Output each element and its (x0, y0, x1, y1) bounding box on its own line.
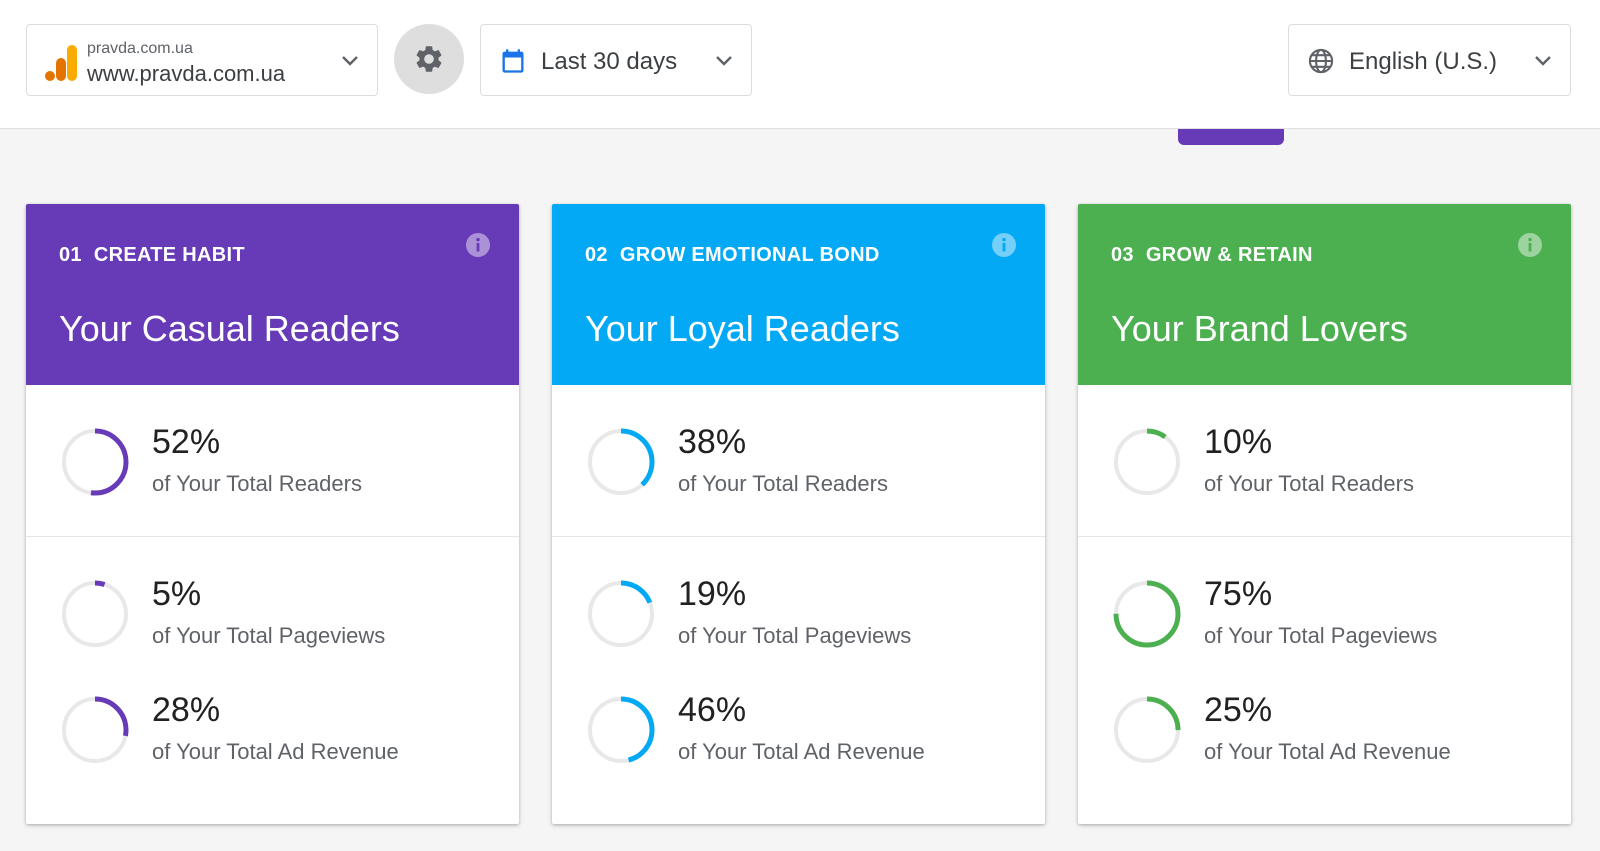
card-number: 02 (585, 244, 608, 266)
card-stage-label: GROW & RETAIN (1145, 244, 1313, 266)
metric-value: 38% (678, 423, 747, 461)
chevron-down-icon[interactable] (1534, 55, 1552, 67)
metric-readers: 52% of Your Total Readers (26, 385, 519, 537)
progress-ring-arc (61, 696, 129, 764)
card-number: 01 (59, 244, 82, 266)
info-icon[interactable] (991, 232, 1017, 258)
language-selector[interactable]: English (U.S.) (1288, 24, 1571, 96)
card-stage-label: CREATE HABIT (93, 244, 245, 266)
metric-label: of Your Total Ad Revenue (152, 739, 399, 764)
gear-icon (416, 46, 442, 72)
card-stage: 02 GROW EMOTIONAL BOND (585, 244, 880, 267)
card-header: 01 CREATE HABIT Your Casual Readers (26, 204, 519, 385)
info-icon[interactable] (465, 232, 491, 258)
card-header: 03 GROW & RETAIN Your Brand Lovers (1078, 204, 1571, 385)
progress-ring (1113, 580, 1181, 648)
date-range-selector[interactable]: Last 30 days (480, 24, 752, 96)
progress-ring-arc (587, 696, 655, 764)
chevron-down-icon[interactable] (715, 55, 733, 67)
metric-label: of Your Total Pageviews (1204, 623, 1438, 648)
card-loyal-readers: 02 GROW EMOTIONAL BOND Your Loyal Readers… (552, 204, 1045, 824)
metric-value: 19% (678, 575, 747, 613)
card-number: 03 (1111, 244, 1134, 266)
metric-readers: 38% of Your Total Readers (552, 385, 1045, 537)
property-domain-main: www.pravda.com.ua (87, 61, 286, 86)
metric-label: of Your Total Readers (1204, 471, 1414, 496)
metric-label: of Your Total Ad Revenue (1204, 739, 1451, 764)
progress-ring (587, 696, 655, 764)
card-title: Your Brand Lovers (1111, 308, 1408, 349)
progress-ring (587, 580, 655, 648)
card-stage-label: GROW EMOTIONAL BOND (619, 244, 880, 266)
progress-ring (61, 580, 129, 648)
progress-ring-arc (1113, 428, 1181, 496)
metric-value: 52% (152, 423, 221, 461)
card-title: Your Casual Readers (59, 308, 400, 349)
progress-ring (1113, 428, 1181, 496)
property-selector[interactable]: pravda.com.ua www.pravda.com.ua (26, 24, 378, 96)
metric-pageviews: 75% of Your Total Pageviews (1078, 537, 1571, 673)
progress-ring-track (1114, 429, 1180, 495)
metric-value: 25% (1204, 691, 1273, 729)
metric-label: of Your Total Ad Revenue (678, 739, 925, 764)
metric-value: 28% (152, 691, 221, 729)
metric-label: of Your Total Pageviews (678, 623, 912, 648)
info-icon[interactable] (1517, 232, 1543, 258)
top-bar: pravda.com.ua www.pravda.com.ua Last 30 … (0, 0, 1600, 129)
progress-ring-arc (61, 580, 129, 648)
analytics-logo-icon (45, 45, 77, 81)
property-domain-small: pravda.com.ua (87, 40, 193, 57)
settings-button[interactable] (394, 24, 464, 94)
language-label: English (U.S.) (1349, 48, 1498, 75)
progress-ring (587, 428, 655, 496)
progress-ring-arc (1113, 696, 1181, 764)
metric-ad-revenue: 46% of Your Total Ad Revenue (552, 673, 1045, 809)
globe-icon (1308, 48, 1334, 74)
calendar-icon (502, 49, 524, 73)
progress-ring (61, 696, 129, 764)
progress-ring-track (62, 581, 128, 647)
metric-value: 10% (1204, 423, 1273, 461)
metric-label: of Your Total Pageviews (152, 623, 386, 648)
card-stage: 01 CREATE HABIT (59, 244, 245, 267)
date-range-label: Last 30 days (541, 48, 678, 75)
progress-ring (1113, 696, 1181, 764)
metric-label: of Your Total Readers (152, 471, 362, 496)
card-title: Your Loyal Readers (585, 308, 900, 349)
progress-ring-arc (61, 428, 129, 496)
metric-pageviews: 19% of Your Total Pageviews (552, 537, 1045, 673)
card-casual-readers: 01 CREATE HABIT Your Casual Readers 52% o… (26, 204, 519, 824)
card-header: 02 GROW EMOTIONAL BOND Your Loyal Readers (552, 204, 1045, 385)
progress-ring-arc (1113, 580, 1181, 648)
card-brand-lovers: 03 GROW & RETAIN Your Brand Lovers 10% of… (1078, 204, 1571, 824)
metric-value: 75% (1204, 575, 1273, 613)
progress-ring (61, 428, 129, 496)
metric-readers: 10% of Your Total Readers (1078, 385, 1571, 537)
metric-ad-revenue: 25% of Your Total Ad Revenue (1078, 673, 1571, 809)
progress-ring-arc (587, 428, 655, 496)
progress-ring-arc (587, 580, 655, 648)
metric-pageviews: 5% of Your Total Pageviews (26, 537, 519, 673)
card-stage: 03 GROW & RETAIN (1111, 244, 1313, 267)
metric-value: 46% (678, 691, 747, 729)
metric-ad-revenue: 28% of Your Total Ad Revenue (26, 673, 519, 809)
active-tab-indicator (1178, 129, 1284, 145)
metric-value: 5% (152, 575, 202, 613)
chevron-down-icon[interactable] (341, 55, 359, 67)
metric-label: of Your Total Readers (678, 471, 888, 496)
